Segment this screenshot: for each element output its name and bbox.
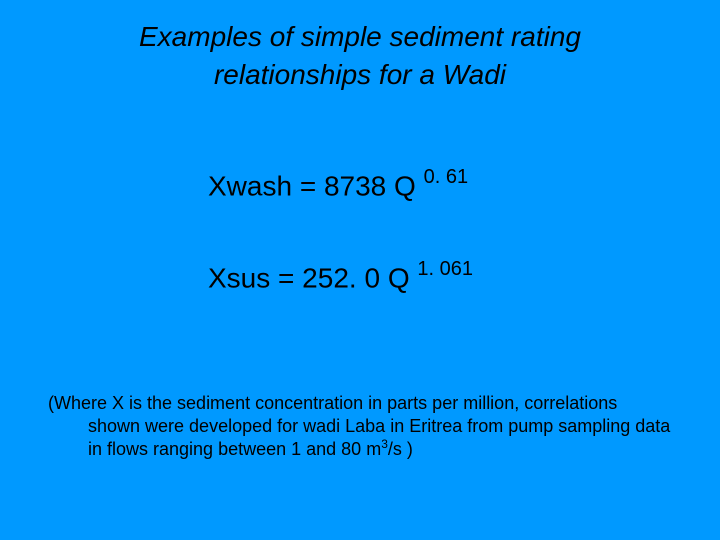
title-line-2: relationships for a Wadi bbox=[214, 59, 506, 90]
eq1-var: Q bbox=[394, 170, 416, 201]
footnote: (Where X is the sediment concentration i… bbox=[48, 392, 672, 461]
slide: Examples of simple sediment rating relat… bbox=[0, 0, 720, 540]
eq1-exponent: 0. 61 bbox=[424, 166, 468, 188]
slide-title: Examples of simple sediment rating relat… bbox=[0, 18, 720, 94]
eq2-coef: 252. 0 bbox=[302, 262, 380, 293]
eq2-var: Q bbox=[388, 262, 410, 293]
eq1-equals: = bbox=[300, 170, 316, 201]
eq1-lhs: Xwash bbox=[208, 170, 292, 201]
title-line-1: Examples of simple sediment rating bbox=[139, 21, 581, 52]
note-suffix: /s ) bbox=[388, 439, 413, 459]
eq2-exponent: 1. 061 bbox=[417, 258, 473, 280]
equation-wash: Xwash = 8738 Q 0. 61 bbox=[208, 168, 468, 202]
equation-sus: Xsus = 252. 0 Q 1. 061 bbox=[208, 260, 473, 294]
eq1-coef: 8738 bbox=[324, 170, 386, 201]
eq2-equals: = bbox=[278, 262, 294, 293]
note-prefix: (Where X is the sediment concentration i… bbox=[48, 393, 670, 459]
eq2-lhs: Xsus bbox=[208, 262, 270, 293]
note-unit-super: 3 bbox=[381, 437, 388, 451]
